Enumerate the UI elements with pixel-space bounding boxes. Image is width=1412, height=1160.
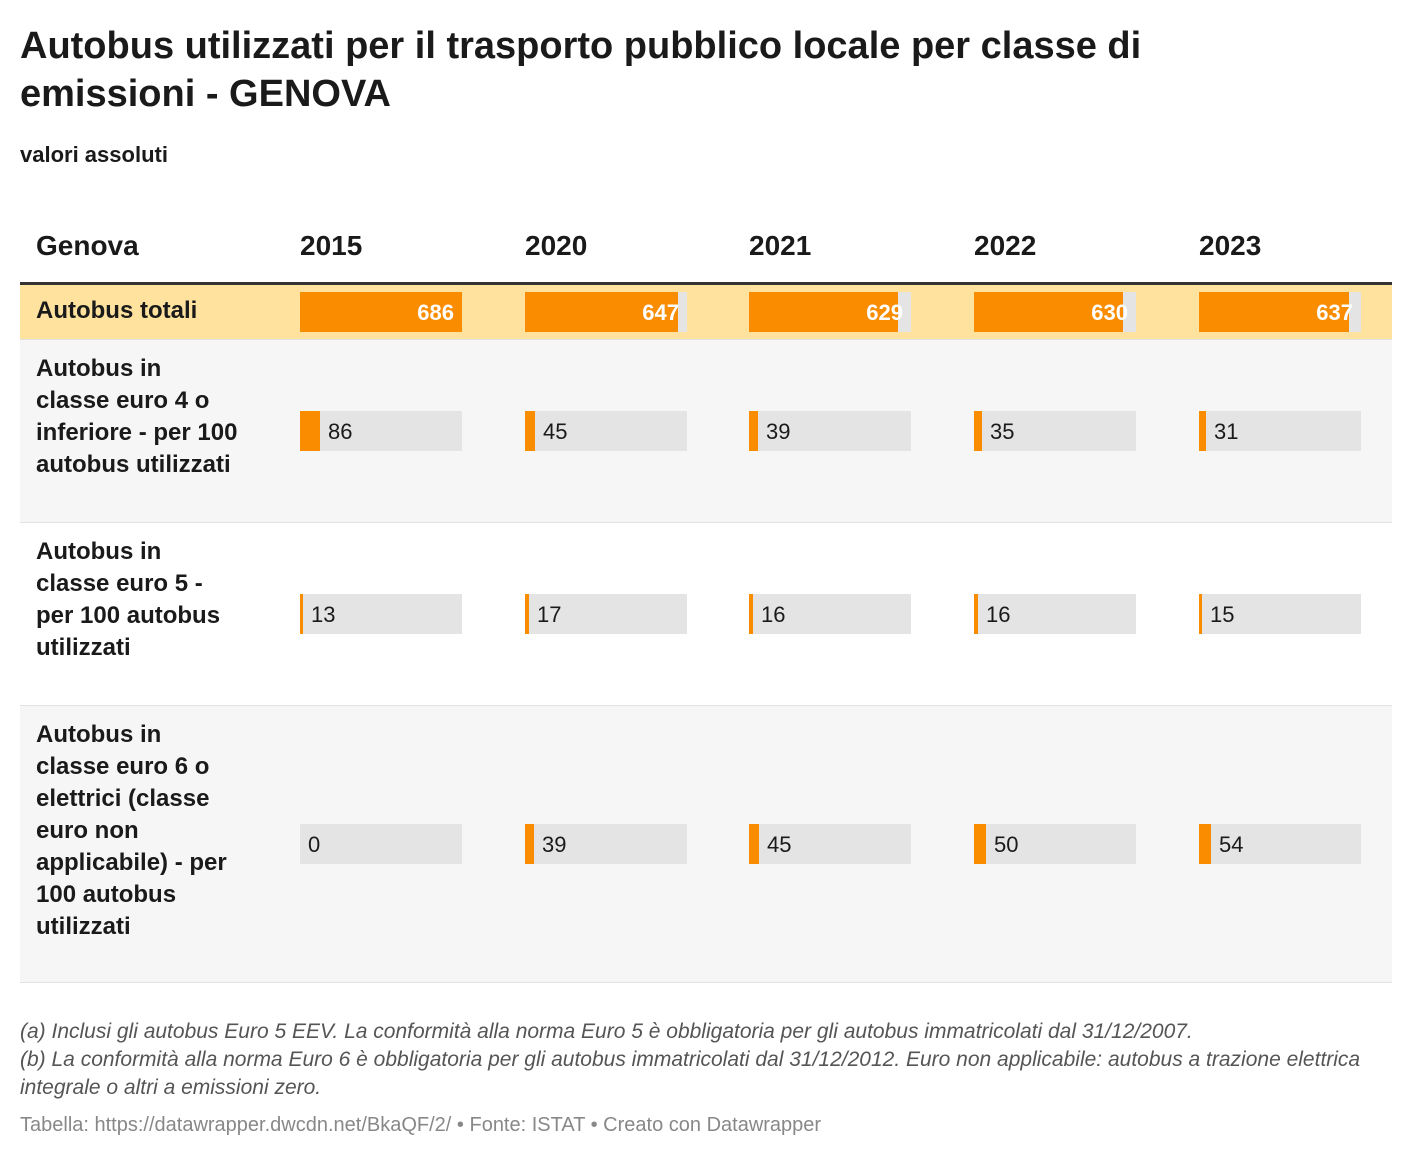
header-year-2021: 2021 xyxy=(749,230,812,261)
table-row: Autobus in classe euro 5 - per 100 autob… xyxy=(20,523,1392,706)
header-year-2015: 2015 xyxy=(300,230,363,261)
bar-cell: 629 xyxy=(749,292,911,332)
row-label: Autobus in classe euro 5 - per 100 autob… xyxy=(36,538,221,661)
chart-subtitle: valori assoluti xyxy=(20,142,168,167)
bar-track xyxy=(974,594,1136,634)
bar-cell: 630 xyxy=(974,292,1136,332)
bar xyxy=(749,594,753,634)
bar-cell: 16 xyxy=(974,594,1136,634)
data-label: 647 xyxy=(642,300,679,325)
bar-track xyxy=(749,411,911,451)
bar-cell: 17 xyxy=(525,594,687,634)
source-footer: Tabella: https://datawrapper.dwcdn.net/B… xyxy=(20,1114,822,1136)
bar-track xyxy=(749,594,911,634)
data-label: 45 xyxy=(543,419,568,444)
bar xyxy=(525,824,534,864)
table-body: Autobus totali 686 647 629 630 637 Autobus in … xyxy=(20,285,1392,983)
row-label: Autobus totali xyxy=(36,297,198,324)
bar-track xyxy=(1199,594,1361,634)
bar-cell: 647 xyxy=(525,292,687,332)
bar xyxy=(974,824,986,864)
bar-track xyxy=(1199,411,1361,451)
data-label: 50 xyxy=(994,832,1019,857)
table-header: Genova 2015 2020 2021 2022 2023 xyxy=(20,222,1392,285)
data-label: 13 xyxy=(311,602,336,627)
bar xyxy=(525,411,535,451)
footnote-b: (b) La conformità alla norma Euro 6 è ob… xyxy=(20,1048,1361,1099)
bar xyxy=(749,411,758,451)
bar xyxy=(300,292,462,332)
row-label: Autobus in classe euro 6 o elettrici (cl… xyxy=(36,721,227,940)
footnotes: (a) Inclusi gli autobus Euro 5 EEV. La c… xyxy=(20,1018,1390,1102)
bar xyxy=(1199,824,1211,864)
data-label: 630 xyxy=(1091,300,1128,325)
data-label: 17 xyxy=(537,602,562,627)
bar-track xyxy=(974,824,1136,864)
bar xyxy=(974,292,1123,332)
table-row: Autobus in classe euro 4 o inferiore - p… xyxy=(20,340,1392,523)
table-row: Autobus totali 686 647 629 630 637 xyxy=(20,285,1392,340)
bar-cell: 31 xyxy=(1199,411,1361,451)
bar xyxy=(300,594,303,634)
bar-track xyxy=(749,824,911,864)
bar xyxy=(300,411,320,451)
data-label: 45 xyxy=(767,832,792,857)
bar-cell: 35 xyxy=(974,411,1136,451)
bar-cell: 50 xyxy=(974,824,1136,864)
bar-cell: 15 xyxy=(1199,594,1361,634)
bar-cell: 39 xyxy=(749,411,911,451)
header-year-2020: 2020 xyxy=(525,230,588,261)
chart-title: Autobus utilizzati per il trasporto pubb… xyxy=(20,25,1142,115)
bar xyxy=(749,292,898,332)
bar-cell: 13 xyxy=(300,594,462,634)
bar-track xyxy=(974,411,1136,451)
bar xyxy=(525,594,529,634)
bar-cell: 45 xyxy=(525,411,687,451)
bar-cell: 54 xyxy=(1199,824,1361,864)
table-row: Autobus in classe euro 6 o elettrici (cl… xyxy=(20,706,1392,983)
bar xyxy=(974,594,978,634)
bar-track xyxy=(1199,824,1361,864)
data-label: 629 xyxy=(866,300,903,325)
bar-cell: 0 xyxy=(300,824,462,864)
data-label: 39 xyxy=(542,832,567,857)
header-year-2022: 2022 xyxy=(974,230,1037,261)
bar xyxy=(749,824,759,864)
data-label: 39 xyxy=(766,419,791,444)
bar-track xyxy=(300,594,462,634)
bar-track xyxy=(300,411,462,451)
data-label: 15 xyxy=(1210,602,1235,627)
bar-cell: 637 xyxy=(1199,292,1361,332)
bar-cell: 39 xyxy=(525,824,687,864)
bar xyxy=(1199,411,1206,451)
bar-cell: 686 xyxy=(300,292,462,332)
bar-cell: 86 xyxy=(300,411,462,451)
footnote-a: (a) Inclusi gli autobus Euro 5 EEV. La c… xyxy=(20,1020,1193,1043)
data-table: Genova 2015 2020 2021 2022 2023 Autobus … xyxy=(20,222,1392,983)
bar-cell: 16 xyxy=(749,594,911,634)
data-label: 686 xyxy=(417,300,454,325)
bar-track xyxy=(525,411,687,451)
data-label: 0 xyxy=(308,832,321,857)
row-label: Autobus in classe euro 4 o inferiore - p… xyxy=(36,355,238,478)
data-label: 637 xyxy=(1316,300,1353,325)
bar-cell: 45 xyxy=(749,824,911,864)
bar-track xyxy=(300,824,462,864)
data-label: 16 xyxy=(986,602,1011,627)
data-label: 86 xyxy=(328,419,353,444)
bar-track xyxy=(525,594,687,634)
header-label: Genova xyxy=(36,230,139,261)
data-label: 54 xyxy=(1219,832,1244,857)
bar xyxy=(1199,594,1202,634)
header-year-2023: 2023 xyxy=(1199,230,1262,261)
bar xyxy=(525,292,678,332)
bar-track xyxy=(525,824,687,864)
bar xyxy=(974,411,982,451)
data-label: 16 xyxy=(761,602,786,627)
bar xyxy=(1199,292,1349,332)
data-label: 35 xyxy=(990,419,1015,444)
data-label: 31 xyxy=(1214,419,1239,444)
